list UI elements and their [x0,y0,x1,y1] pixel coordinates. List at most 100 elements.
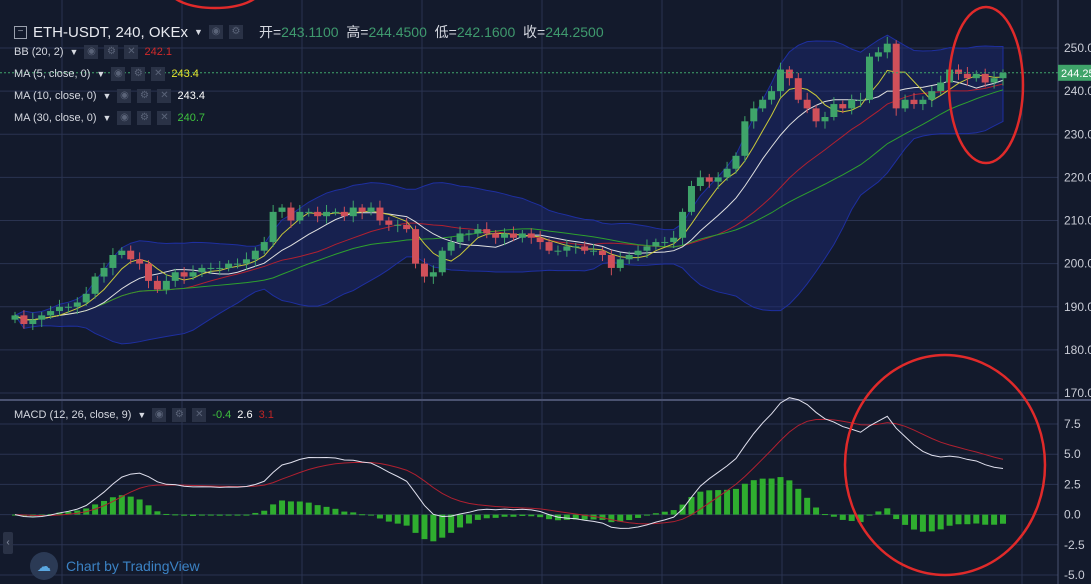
macd-tick-label: 0.0 [1064,508,1081,522]
candle-body [447,242,455,251]
chevron-down-icon[interactable]: ▼ [194,27,203,37]
close-icon[interactable]: ✕ [192,408,207,422]
gear-icon[interactable]: ⚙ [228,25,243,39]
collapse-legend-icon[interactable]: − [14,25,27,39]
macd-signal-line [14,418,1004,525]
indicator-name[interactable]: MA (5, close, 0) [14,68,91,80]
macd-histogram-bar [448,514,455,533]
macd-histogram-bar [1000,514,1006,524]
candle-body [607,255,615,268]
candle-body [892,43,900,109]
eye-icon[interactable]: ◉ [117,89,132,103]
macd-histogram-bar [394,514,401,524]
candle-body [91,276,99,294]
macd-histogram-bar [697,491,704,515]
eye-icon[interactable]: ◉ [208,25,223,39]
symbol-title[interactable]: ETH-USDT, 240, OKEx [33,23,189,41]
close-icon[interactable]: ✕ [151,67,166,81]
eye-icon[interactable]: ◉ [84,45,99,59]
candle-body [723,168,731,178]
ma30-line [14,89,1004,321]
candle-body [776,69,784,92]
tradingview-watermark[interactable]: ☁ Chart by TradingView [30,552,200,580]
indicator-name[interactable]: BB (20, 2) [14,46,64,58]
chevron-down-icon[interactable]: ▼ [137,410,147,420]
candle-body [269,211,277,243]
macd-title[interactable]: MACD (12, 26, close, 9) [14,409,132,421]
macd-histogram-bar [937,514,944,530]
candle-body [11,315,19,320]
gear-icon[interactable]: ⚙ [137,89,152,103]
macd-histogram-bar [305,502,312,515]
macd-histogram-bar [465,514,472,524]
chevron-down-icon[interactable]: ▼ [69,47,79,57]
candle-body [483,229,491,234]
macd-histogram-bar [955,514,962,525]
indicator-value: 243.4 [177,90,205,102]
close-icon[interactable]: ✕ [124,45,139,59]
candle-body [251,250,259,260]
candle-body [331,211,339,213]
macd-histogram-bar [341,511,348,515]
indicator-name[interactable]: MA (30, close, 0) [14,112,97,124]
macd-histogram-bar [821,514,828,516]
macd-histogram-bar [430,514,437,542]
gear-icon[interactable]: ⚙ [172,408,187,422]
macd-histogram-bar [590,514,597,520]
macd-histogram-bar [884,508,891,515]
candle-body [296,211,304,221]
chevron-down-icon[interactable]: ▼ [96,69,106,79]
macd-tick-label: -2.5 [1064,538,1085,552]
indicator-name[interactable]: MA (10, close, 0) [14,90,97,102]
price-tick-label: 170.0 [1064,386,1091,400]
macd-histogram-bar [270,504,277,515]
collapse-panel-button[interactable]: ‹ [3,532,13,554]
gear-icon[interactable]: ⚙ [137,111,152,125]
gear-icon[interactable]: ⚙ [104,45,119,59]
candle-body [412,229,420,264]
macd-histogram-bar [385,514,392,522]
macd-histogram-bar [261,510,268,515]
price-tick-label: 180.0 [1064,343,1091,357]
gear-icon[interactable]: ⚙ [131,67,146,81]
candle-body [999,72,1007,79]
candle-body [803,99,811,109]
macd-histogram-bar [857,514,864,523]
eye-icon[interactable]: ◉ [117,111,132,125]
close-icon[interactable]: ✕ [157,89,172,103]
macd-histogram-bar [715,490,722,515]
chevron-down-icon[interactable]: ▼ [102,113,112,123]
macd-histogram-bar [786,480,793,515]
eye-icon[interactable]: ◉ [152,408,167,422]
macd-histogram-bar [501,514,508,517]
candle-body [981,73,989,83]
last-price-label: 244.25 [1061,68,1091,80]
eye-icon[interactable]: ◉ [111,67,126,81]
candle-body [38,315,46,320]
candle-body [198,267,206,273]
candle-body [518,233,526,238]
macd-histogram-bar [145,505,152,515]
macd-tick-label: 7.5 [1064,417,1081,431]
candle-body [145,263,153,281]
candle-body [403,224,411,230]
candle-body [794,78,802,100]
candle-body [20,315,28,324]
candle-body [29,319,37,324]
macd-histogram-bar [643,514,650,516]
chevron-down-icon[interactable]: ▼ [102,91,112,101]
candle-body [64,306,72,308]
macd-histogram-bar [866,514,873,516]
macd-histogram-bar [759,478,766,515]
candle-body [127,250,135,260]
indicator-legend: MA (30, close, 0) ▼ ◉ ⚙ ✕ 240.7 [14,111,205,125]
candle-body [661,242,669,244]
bollinger-band [14,34,1004,345]
candle-body [100,267,108,277]
candle-body [963,73,971,79]
candle-body [171,272,179,281]
close-icon[interactable]: ✕ [157,111,172,125]
macd-histogram-bar [830,514,837,517]
macd-histogram-bar [626,514,633,521]
